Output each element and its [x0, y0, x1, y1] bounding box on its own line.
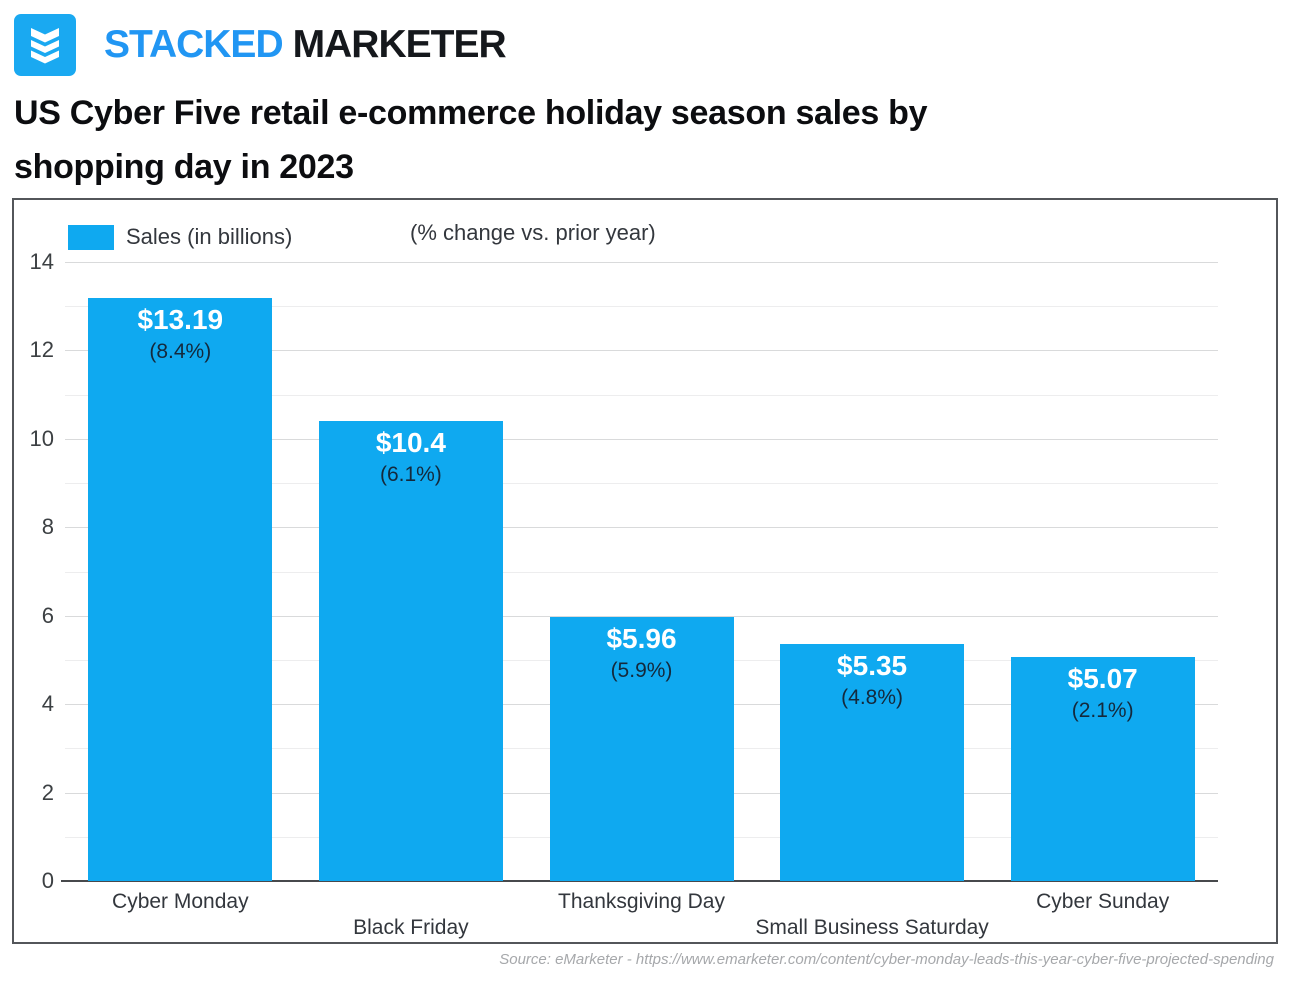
bar-value-label-small-business-saturday: $5.35 — [837, 650, 908, 682]
y-tick-label-12: 12 — [29, 337, 54, 363]
page-title-line-1: US Cyber Five retail e-commerce holiday … — [14, 94, 928, 132]
gridline-y-10 — [65, 438, 1218, 440]
bar-pct-label-cyber-sunday: (2.1%) — [1071, 698, 1134, 722]
gridline-y-11 — [65, 394, 1218, 396]
gridline-y-13 — [65, 306, 1218, 308]
y-tick-label-4: 4 — [41, 691, 54, 717]
gridline-y-7 — [65, 571, 1218, 573]
brand-name-secondary: MARKETER — [292, 23, 507, 66]
legend-swatch-sales — [68, 224, 114, 250]
x-axis-label-small-business-saturday: Small Business Saturday — [755, 916, 989, 939]
gridline-y-12 — [65, 350, 1218, 352]
page-title-line-2: shopping day in 2023 — [14, 148, 354, 186]
bar-pct-label-thanksgiving-day: (5.9%) — [610, 659, 673, 683]
x-axis-line — [61, 880, 1218, 882]
y-tick-label-2: 2 — [41, 779, 54, 805]
gridline-y-14 — [65, 262, 1218, 263]
bar-thanksgiving-day: $5.96 (5.9%) — [549, 617, 734, 881]
chart-frame: Sales (in billions) (% change vs. prior … — [12, 198, 1278, 944]
brand-header: STACKED MARKETER — [14, 13, 507, 77]
x-axis-label-cyber-sunday: Cyber Sunday — [1036, 890, 1170, 913]
x-axis-label-cyber-monday: Cyber Monday — [112, 890, 249, 913]
bar-pct-label-small-business-saturday: (4.8%) — [841, 686, 904, 710]
y-tick-label-8: 8 — [41, 514, 54, 540]
plot-area: 0 2 4 6 8 10 12 14 $13.19 (8.4%) Cyber Monday $10.4… — [30, 249, 1218, 939]
page-title: US Cyber Five retail e-commerce holiday … — [14, 86, 1164, 194]
y-tick-label-10: 10 — [29, 425, 54, 451]
source-attribution: Source: eMarketer - https://www.emarkete… — [499, 951, 1274, 968]
gridline-y-8 — [65, 527, 1218, 529]
bar-value-label-thanksgiving-day: $5.96 — [606, 623, 677, 655]
y-tick-label-0: 0 — [41, 868, 54, 893]
bar-pct-label-cyber-monday: (8.4%) — [149, 339, 212, 363]
bar-black-friday: $10.4 (6.1%) — [318, 421, 503, 881]
stacked-marketer-logo-icon — [14, 14, 76, 76]
legend-label-sales: Sales (in billions) — [126, 224, 293, 249]
y-tick-label-14: 14 — [29, 249, 54, 274]
legend-note-pct-change: (% change vs. prior year) — [410, 220, 656, 245]
bar-cyber-sunday: $5.07 (2.1%) — [1010, 656, 1195, 881]
chart-legend: Sales (in billions) — [68, 224, 292, 250]
x-axis-label-black-friday: Black Friday — [353, 916, 469, 939]
bar-small-business-saturday: $5.35 (4.8%) — [780, 644, 965, 881]
bar-value-label-cyber-sunday: $5.07 — [1067, 662, 1138, 694]
brand-name-primary: STACKED — [104, 23, 284, 66]
bar-cyber-monday: $13.19 (8.4%) — [88, 297, 273, 881]
y-tick-label-6: 6 — [41, 602, 54, 628]
gridline-y-9 — [65, 483, 1218, 485]
bar-pct-label-black-friday: (6.1%) — [379, 463, 442, 487]
x-axis-label-thanksgiving-day: Thanksgiving Day — [558, 890, 725, 913]
gridline-y-6 — [65, 615, 1218, 617]
bar-value-label-cyber-monday: $13.19 — [137, 303, 224, 335]
bar-value-label-black-friday: $10.4 — [375, 427, 446, 459]
brand-wordmark: STACKED MARKETER — [104, 23, 507, 67]
